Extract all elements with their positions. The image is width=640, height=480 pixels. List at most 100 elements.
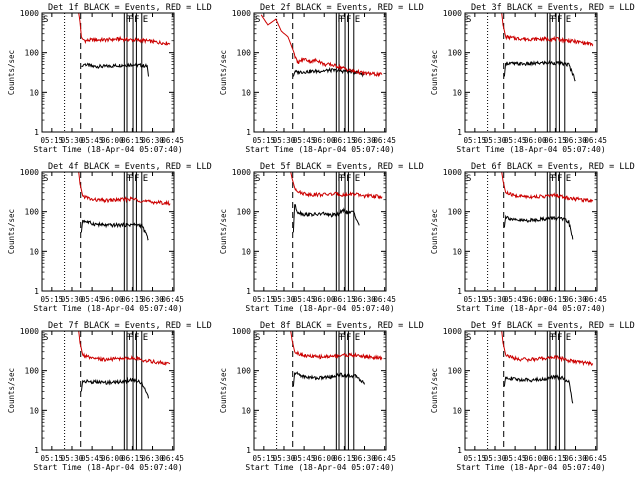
y-tick-label: 1 [34,128,39,137]
x-tick-label: 06:30 [141,295,164,304]
x-tick-label: 05:45 [81,454,104,463]
plot-frame [253,12,387,133]
marker-label-f: F [340,333,345,343]
y-tick-label: 10 [29,247,39,256]
x-tick-label: 06:30 [564,295,587,304]
y-tick-label: 1000 [20,9,39,18]
marker-label-f: F [128,15,133,25]
x-tick-label: 06:45 [584,295,607,304]
marker-label-f: F [548,174,553,184]
x-tick-label: 06:45 [161,136,184,145]
panel-title: Det 8f BLACK = Events, RED = LLD [260,321,424,331]
x-tick-label: 06:45 [373,295,396,304]
x-tick-label: 05:15 [253,295,276,304]
x-tick-label: 06:00 [313,136,336,145]
marker-label-s: S [43,174,48,184]
panel-det-3: Det 3f BLACK = Events, RED = LLD 1 10 100 10… [430,3,635,154]
x-tick-label: 06:30 [353,136,376,145]
marker-label-f: F [548,333,553,343]
panel-title: Det 7f BLACK = Events, RED = LLD [48,321,212,331]
x-tick-label: 05:45 [81,295,104,304]
x-tick-label: 06:15 [121,136,144,145]
x-tick-label: 06:45 [373,454,396,463]
x-tick-label: 05:30 [273,136,296,145]
plot-frame [41,12,175,133]
y-tick-label: 1 [246,446,251,455]
x-axis-title: Start Time (18-Apr-04 05:07:40) [456,145,605,154]
y-tick-label: 1 [34,287,39,296]
x-tick-label: 05:15 [464,136,487,145]
events-series-line [503,214,574,240]
x-tick-label: 06:00 [524,136,547,145]
x-tick-label: 06:15 [333,136,356,145]
marker-label-f: F [125,174,130,184]
x-tick-label: 06:30 [141,454,164,463]
marker-label-f: F [125,15,130,25]
x-axis-title: Start Time (18-Apr-04 05:07:40) [33,145,182,154]
marker-label-f: F [346,174,351,184]
plot-frame [464,12,598,133]
marker-label-f: F [551,174,556,184]
events-series-line [292,67,365,78]
y-tick-label: 10 [452,247,462,256]
y-axis-title: Counts/sec [7,209,16,254]
lld-series-line [78,13,171,46]
panel-det-7: Det 7f BLACK = Events, RED = LLD 1 10 100 10… [7,321,212,472]
lld-series-line [501,172,594,203]
marker-label-f: F [134,15,139,25]
marker-label-f: F [346,15,351,25]
y-tick-label: 100 [237,49,252,58]
y-tick-label: 1000 [232,168,251,177]
x-axis-title: Start Time (18-Apr-04 05:07:40) [33,463,182,472]
marker-label-s: S [43,333,48,343]
x-tick-label: 06:30 [564,454,587,463]
x-tick-label: 05:15 [41,295,64,304]
y-tick-label: 1000 [232,327,251,336]
x-tick-label: 06:45 [161,454,184,463]
y-tick-label: 1 [34,446,39,455]
plot-frame [253,171,387,292]
x-tick-label: 06:15 [333,295,356,304]
marker-label-e: E [566,174,571,184]
x-tick-label: 06:30 [141,136,164,145]
x-tick-label: 06:45 [584,454,607,463]
panel-title: Det 9f BLACK = Events, RED = LLD [471,321,635,331]
x-tick-label: 06:45 [373,136,396,145]
x-tick-label: 05:30 [61,295,84,304]
marker-label-f: F [128,333,133,343]
y-axis-title: Counts/sec [7,368,16,413]
x-tick-label: 05:15 [41,454,64,463]
x-axis-title: Start Time (18-Apr-04 05:07:40) [456,463,605,472]
x-axis-title: Start Time (18-Apr-04 05:07:40) [245,145,394,154]
events-series-line [80,376,149,399]
y-tick-label: 100 [25,367,40,376]
x-tick-label: 05:30 [273,295,296,304]
panel-title: Det 4f BLACK = Events, RED = LLD [48,162,212,172]
x-tick-label: 05:30 [61,454,84,463]
x-tick-label: 05:45 [504,136,527,145]
events-series-line [503,374,574,404]
x-tick-label: 06:45 [161,295,184,304]
x-tick-label: 05:45 [81,136,104,145]
panel-det-8: Det 8f BLACK = Events, RED = LLD 1 10 100 10… [219,321,424,472]
x-tick-label: 06:45 [584,136,607,145]
y-tick-label: 1000 [443,327,462,336]
marker-label-e: E [355,333,360,343]
x-tick-label: 06:15 [333,454,356,463]
y-tick-label: 10 [241,88,251,97]
marker-label-f: F [340,174,345,184]
x-tick-label: 05:30 [273,454,296,463]
marker-label-s: S [255,333,260,343]
y-tick-label: 10 [29,88,39,97]
x-tick-label: 06:00 [524,454,547,463]
x-tick-label: 06:00 [313,454,336,463]
x-axis-title: Start Time (18-Apr-04 05:07:40) [245,304,394,313]
marker-label-e: E [143,333,148,343]
x-tick-label: 05:30 [484,295,507,304]
x-tick-label: 06:15 [121,454,144,463]
x-tick-label: 05:15 [253,454,276,463]
lld-series-line [78,331,171,367]
y-axis-title: Counts/sec [219,209,228,254]
